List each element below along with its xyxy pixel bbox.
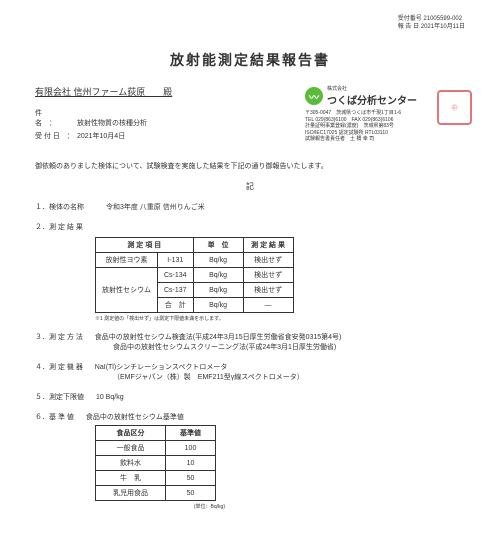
- date-label: 受 付 日 ：: [35, 131, 75, 141]
- sec4-title: ４．測 定 機 器: [35, 364, 83, 371]
- table-row: 牛 乳50: [96, 471, 216, 486]
- receipt-number: 受付番号 21005599-002: [398, 15, 465, 23]
- table-note: ※1 測定値の「検出せず」は測定下限値未満を示します。: [95, 315, 465, 322]
- table-row: 食品区分 基準値: [96, 426, 216, 441]
- sec6-title: ６．基 準 値: [35, 414, 74, 421]
- seal-stamp: ㊞: [437, 90, 472, 125]
- cell: 100: [166, 441, 216, 456]
- cell: ―: [243, 298, 293, 313]
- sec6-body: 食品中の放射性セシウム基準値: [86, 414, 184, 421]
- cell: I-131: [158, 253, 194, 268]
- cell: Bq/kg: [193, 253, 243, 268]
- section-5: ５．測定下限値 10 Bq/kg: [35, 392, 465, 402]
- sec4-line2: （EMFジャパン（株）製 EMF211型γ線スペクトロメータ）: [113, 372, 465, 382]
- table-row: 一般食品100: [96, 441, 216, 456]
- th-standard: 基準値: [166, 426, 216, 441]
- section-6: ６．基 準 値 食品中の放射性セシウム基準値 食品区分 基準値 一般食品100 …: [35, 412, 465, 510]
- section-4: ４．測 定 機 器 NaI(Tl)シンチレーションスペクトロメータ （EMFジャ…: [35, 362, 465, 382]
- sec3-line1: 食品中の放射性セシウム検査法(平成24年3月15日厚生労働省食安発0315第4号…: [95, 334, 342, 341]
- cell: 一般食品: [96, 441, 166, 456]
- company-kaisha: 株式会社: [327, 85, 417, 92]
- th-category: 食品区分: [96, 426, 166, 441]
- cell: Cs-134: [158, 268, 194, 283]
- sec4-line1: NaI(Tl)シンチレーションスペクトロメータ: [95, 364, 228, 371]
- leaf-icon: 〰: [305, 87, 323, 105]
- cell: 50: [166, 471, 216, 486]
- ki-marker: 記: [35, 181, 465, 192]
- subject-value: 放射性物質の核種分析: [77, 120, 147, 127]
- th-result: 測 定 結 果: [243, 238, 293, 253]
- cell: 検出せず: [243, 268, 293, 283]
- sec2-title: ２．測 定 結 果: [35, 222, 465, 232]
- cell: 50: [166, 486, 216, 501]
- sec3-title: ３．測 定 方 法: [35, 334, 83, 341]
- table-row: 飲料水10: [96, 456, 216, 471]
- table-row: 放射性セシウム Cs-134 Bq/kg 検出せず: [96, 268, 294, 283]
- section-2: ２．測 定 結 果 測 定 項 目 単 位 測 定 結 果 放射性ヨウ素 I-1…: [35, 222, 465, 322]
- cell: 検出せず: [243, 253, 293, 268]
- cell: 検出せず: [243, 283, 293, 298]
- cell: Cs-137: [158, 283, 194, 298]
- cell: 飲料水: [96, 456, 166, 471]
- cell: 10: [166, 456, 216, 471]
- cell: 放射性ヨウ素: [96, 253, 158, 268]
- subject-label: 件 名 ：: [35, 108, 75, 128]
- company-name: つくば分析センター: [327, 92, 417, 107]
- date-value: 2021年10月4日: [77, 133, 125, 140]
- report-date: 報 告 日 2021年10月11日: [398, 23, 465, 31]
- sec1-body: 令和3年度 八重原 信州りんご米: [106, 204, 205, 211]
- cell: 放射性セシウム: [96, 268, 158, 313]
- th-unit: 単 位: [193, 238, 243, 253]
- table-row: 放射性ヨウ素 I-131 Bq/kg 検出せず: [96, 253, 294, 268]
- results-table: 測 定 項 目 単 位 測 定 結 果 放射性ヨウ素 I-131 Bq/kg 検…: [95, 237, 294, 313]
- section-1: １．検体の名称 令和3年度 八重原 信州りんご米: [35, 202, 465, 212]
- section-3: ３．測 定 方 法 食品中の放射性セシウム検査法(平成24年3月15日厚生労働省…: [35, 332, 465, 352]
- table-row: 乳児用食品50: [96, 486, 216, 501]
- cell: 乳児用食品: [96, 486, 166, 501]
- th-item: 測 定 項 目: [96, 238, 194, 253]
- cell: Bq/kg: [193, 283, 243, 298]
- cell: Bq/kg: [193, 298, 243, 313]
- sec3-line2: 食品中の放射性セシウムスクリーニング法(平成24年3月1日厚生労働省): [113, 342, 465, 352]
- table-row: 測 定 項 目 単 位 測 定 結 果: [96, 238, 294, 253]
- company-signer: 試験報告書責任者 土 橋 幸 司: [305, 136, 465, 143]
- sec5-title: ５．測定下限値: [35, 394, 84, 401]
- sec5-body: 10 Bq/kg: [96, 394, 124, 401]
- header-meta: 受付番号 21005599-002 報 告 日 2021年10月11日: [398, 15, 465, 32]
- intro-text: 御依頼のありました検体について、試験検査を実施した結果を下記の通り御報告いたしま…: [35, 161, 465, 171]
- document-title: 放射能測定結果報告書: [35, 50, 465, 70]
- standards-table: 食品区分 基準値 一般食品100 飲料水10 牛 乳50 乳児用食品50: [95, 425, 216, 501]
- cell: Bq/kg: [193, 268, 243, 283]
- cell: 合 計: [158, 298, 194, 313]
- sec1-title: １．検体の名称: [35, 204, 84, 211]
- table2-unit: (単位：Bq/kg): [95, 503, 225, 510]
- cell: 牛 乳: [96, 471, 166, 486]
